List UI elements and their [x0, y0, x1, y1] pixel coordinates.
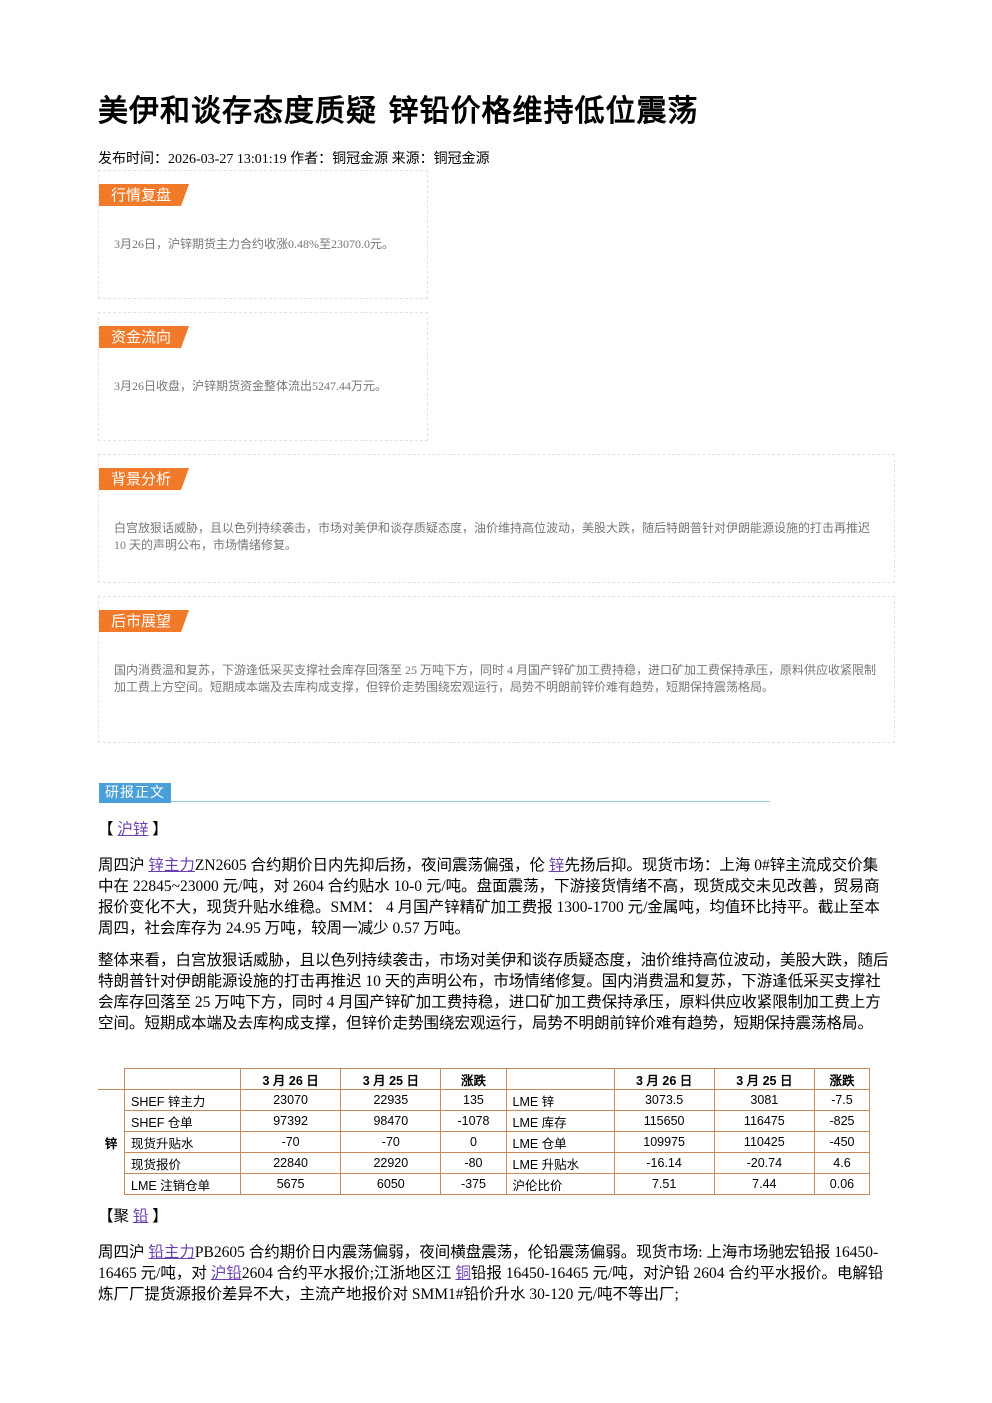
report-heading: 研报正文	[99, 783, 171, 803]
table-cell: LME 锌	[505, 1089, 615, 1111]
table-cell: -825	[813, 1110, 871, 1132]
table-cell: -1078	[440, 1110, 507, 1132]
section-text: 国内消费温和复苏，下游逢低采买支撑社会库存回落至 25 万吨下方，同时 4 月国…	[114, 663, 877, 694]
section-text: 白宫放狠话威胁，且以色列持续袭击，市场对美伊和谈存质疑态度，油价维持高位波动，美…	[114, 521, 871, 552]
table-cell: 22840	[239, 1152, 342, 1174]
table-cell: 涨跌	[813, 1068, 871, 1090]
table-cell: 0	[440, 1131, 507, 1153]
text-run: 【	[98, 821, 118, 838]
link[interactable]: 锌	[548, 857, 565, 874]
table-cell: 7.51	[613, 1173, 715, 1195]
table-cell: 锌	[98, 1089, 125, 1195]
table-cell: 3 月 26 日	[239, 1068, 342, 1090]
table-cell: 22920	[340, 1152, 442, 1174]
text-run: 铅报 16450-16465 元/吨，对沪铅 2604 合约平水报价。电解铅炼厂…	[98, 1265, 884, 1303]
section-box: 行情复盘 3月26日，沪锌期货主力合约收涨0.48%至23070.0元。	[98, 170, 428, 299]
table-cell: LME 注销仓单	[124, 1173, 241, 1195]
table-cell: LME 库存	[505, 1110, 615, 1132]
text-run: 】	[148, 821, 168, 838]
table-cell: -16.14	[613, 1152, 715, 1174]
text-run: 】	[148, 1208, 168, 1225]
table-cell: 3 月 25 日	[340, 1068, 442, 1090]
text-run: ZN2605 合约期价日内先抑后扬，夜间震荡偏强，伦	[194, 857, 549, 874]
link[interactable]: 锌主力	[148, 857, 195, 874]
lead-label: 【聚 铅 】	[98, 1206, 892, 1227]
table-row: SHEF 仓单 97392 98470 -1078 LME 库存 115650 116475…	[98, 1110, 871, 1132]
table-cell: -450	[813, 1131, 871, 1153]
table-cell: -7.5	[813, 1089, 871, 1111]
table-cell: 沪伦比价	[505, 1173, 615, 1195]
table-cell: 现货升贴水	[124, 1131, 241, 1153]
table-cell: -20.74	[713, 1152, 815, 1174]
section-box: 资金流向 3月26日收盘，沪锌期货资金整体流出5247.44万元。	[98, 312, 428, 441]
table-cell	[124, 1068, 241, 1090]
table-row: 现货报价 22840 22920 -80 LME 升贴水 -16.14 -20.74 4.6	[98, 1152, 871, 1174]
table-cell: -70	[340, 1131, 442, 1153]
table-cell: 0.06	[813, 1173, 871, 1195]
table-cell: 7.44	[713, 1173, 815, 1195]
text-run: 【聚	[98, 1208, 133, 1225]
section-text: 3月26日收盘，沪锌期货资金整体流出5247.44万元。	[114, 379, 388, 393]
text-run: 周四沪	[98, 857, 149, 874]
table-row: 锌 SHEF 锌主力 23070 22935 135 LME 锌 3073.5 3081 -7.…	[98, 1089, 871, 1195]
text-run: 周四沪	[98, 1244, 149, 1261]
table-cell: 97392	[239, 1110, 342, 1132]
table-cell: 3073.5	[613, 1089, 715, 1111]
table-cell: -80	[440, 1152, 507, 1174]
table-cell: 5675	[239, 1173, 342, 1195]
section-box: 后市展望 国内消费温和复苏，下游逢低采买支撑社会库存回落至 25 万吨下方，同时…	[98, 596, 895, 743]
table-cell: SHEF 仓单	[124, 1110, 241, 1132]
meta: 发布时间：2026-03-27 13:01:19 作者：铜冠金源 来源：铜冠金源	[98, 152, 490, 167]
link[interactable]: 铅主力	[148, 1244, 195, 1261]
divider	[99, 801, 770, 802]
text-run: 先扬后抑。现货市场：上海 0#锌主流成交价集中在 22845~23000 元/吨…	[98, 857, 880, 937]
table-cell	[98, 1068, 125, 1090]
table-row: 现货升贴水 -70 -70 0 LME 仓单 109975 110425 -450	[98, 1131, 871, 1153]
text-run: 整体来看，白宫放狠话威胁，且以色列持续袭击，市场对美伊和谈存质疑态度，油价维持高…	[98, 952, 889, 1032]
link[interactable]: 铅	[132, 1208, 149, 1225]
table-cell: -375	[440, 1173, 507, 1195]
title: 美伊和谈存态度质疑 锌铅价格维持低位震荡	[98, 94, 699, 129]
section-heading: 后市展望	[99, 610, 189, 632]
zinc-label: 【 沪锌 】	[98, 819, 892, 840]
text-run: 2604 合约平水报价;江浙地区江	[241, 1265, 456, 1282]
table-cell: 109975	[613, 1131, 715, 1153]
table-cell: 110425	[713, 1131, 815, 1153]
table-cell: -70	[239, 1131, 342, 1153]
table-cell: 涨跌	[440, 1068, 507, 1090]
table-cell: 6050	[340, 1173, 442, 1195]
paragraph: 周四沪 锌主力ZN2605 合约期价日内先抑后扬，夜间震荡偏强，伦 锌先扬后抑。…	[98, 855, 892, 939]
table-cell: 3 月 25 日	[713, 1068, 815, 1090]
table-cell: 3 月 26 日	[613, 1068, 715, 1090]
table-row: LME 注销仓单 5675 6050 -375 沪伦比价 7.51 7.44 0.06	[98, 1173, 871, 1195]
section-heading: 行情复盘	[99, 184, 189, 206]
table-cell: 3081	[713, 1089, 815, 1111]
table-cell: 115650	[613, 1110, 715, 1132]
table-cell: LME 升贴水	[505, 1152, 615, 1174]
paragraph: 整体来看，白宫放狠话威胁，且以色列持续袭击，市场对美伊和谈存质疑态度，油价维持高…	[98, 950, 892, 1034]
table-cell: 135	[440, 1089, 507, 1111]
table-cell: 23070	[239, 1089, 342, 1111]
table-cell	[505, 1068, 615, 1090]
table-cell: 4.6	[813, 1152, 871, 1174]
table-cell: SHEF 锌主力	[124, 1089, 241, 1111]
text-run: PB2605 合约期价日内震荡偏弱，夜间横盘震荡，伦铅震荡偏弱。现货市场: 上海…	[98, 1244, 879, 1282]
link[interactable]: 沪锌	[117, 821, 149, 838]
table-cell: LME 仓单	[505, 1131, 615, 1153]
section-heading: 资金流向	[99, 326, 189, 348]
table-cell: 98470	[340, 1110, 442, 1132]
table-cell: 116475	[713, 1110, 815, 1132]
link[interactable]: 沪铅	[210, 1265, 242, 1282]
link[interactable]: 铜	[455, 1265, 471, 1282]
table-cell: 现货报价	[124, 1152, 241, 1174]
section-text: 3月26日，沪锌期货主力合约收涨0.48%至23070.0元。	[114, 237, 394, 251]
section-box: 背景分析 白宫放狠话威胁，且以色列持续袭击，市场对美伊和谈存质疑态度，油价维持高…	[98, 454, 895, 583]
section-heading: 背景分析	[99, 468, 189, 490]
table-cell: 22935	[340, 1089, 442, 1111]
paragraph: 周四沪 铅主力PB2605 合约期价日内震荡偏弱，夜间横盘震荡，伦铅震荡偏弱。现…	[98, 1242, 892, 1305]
